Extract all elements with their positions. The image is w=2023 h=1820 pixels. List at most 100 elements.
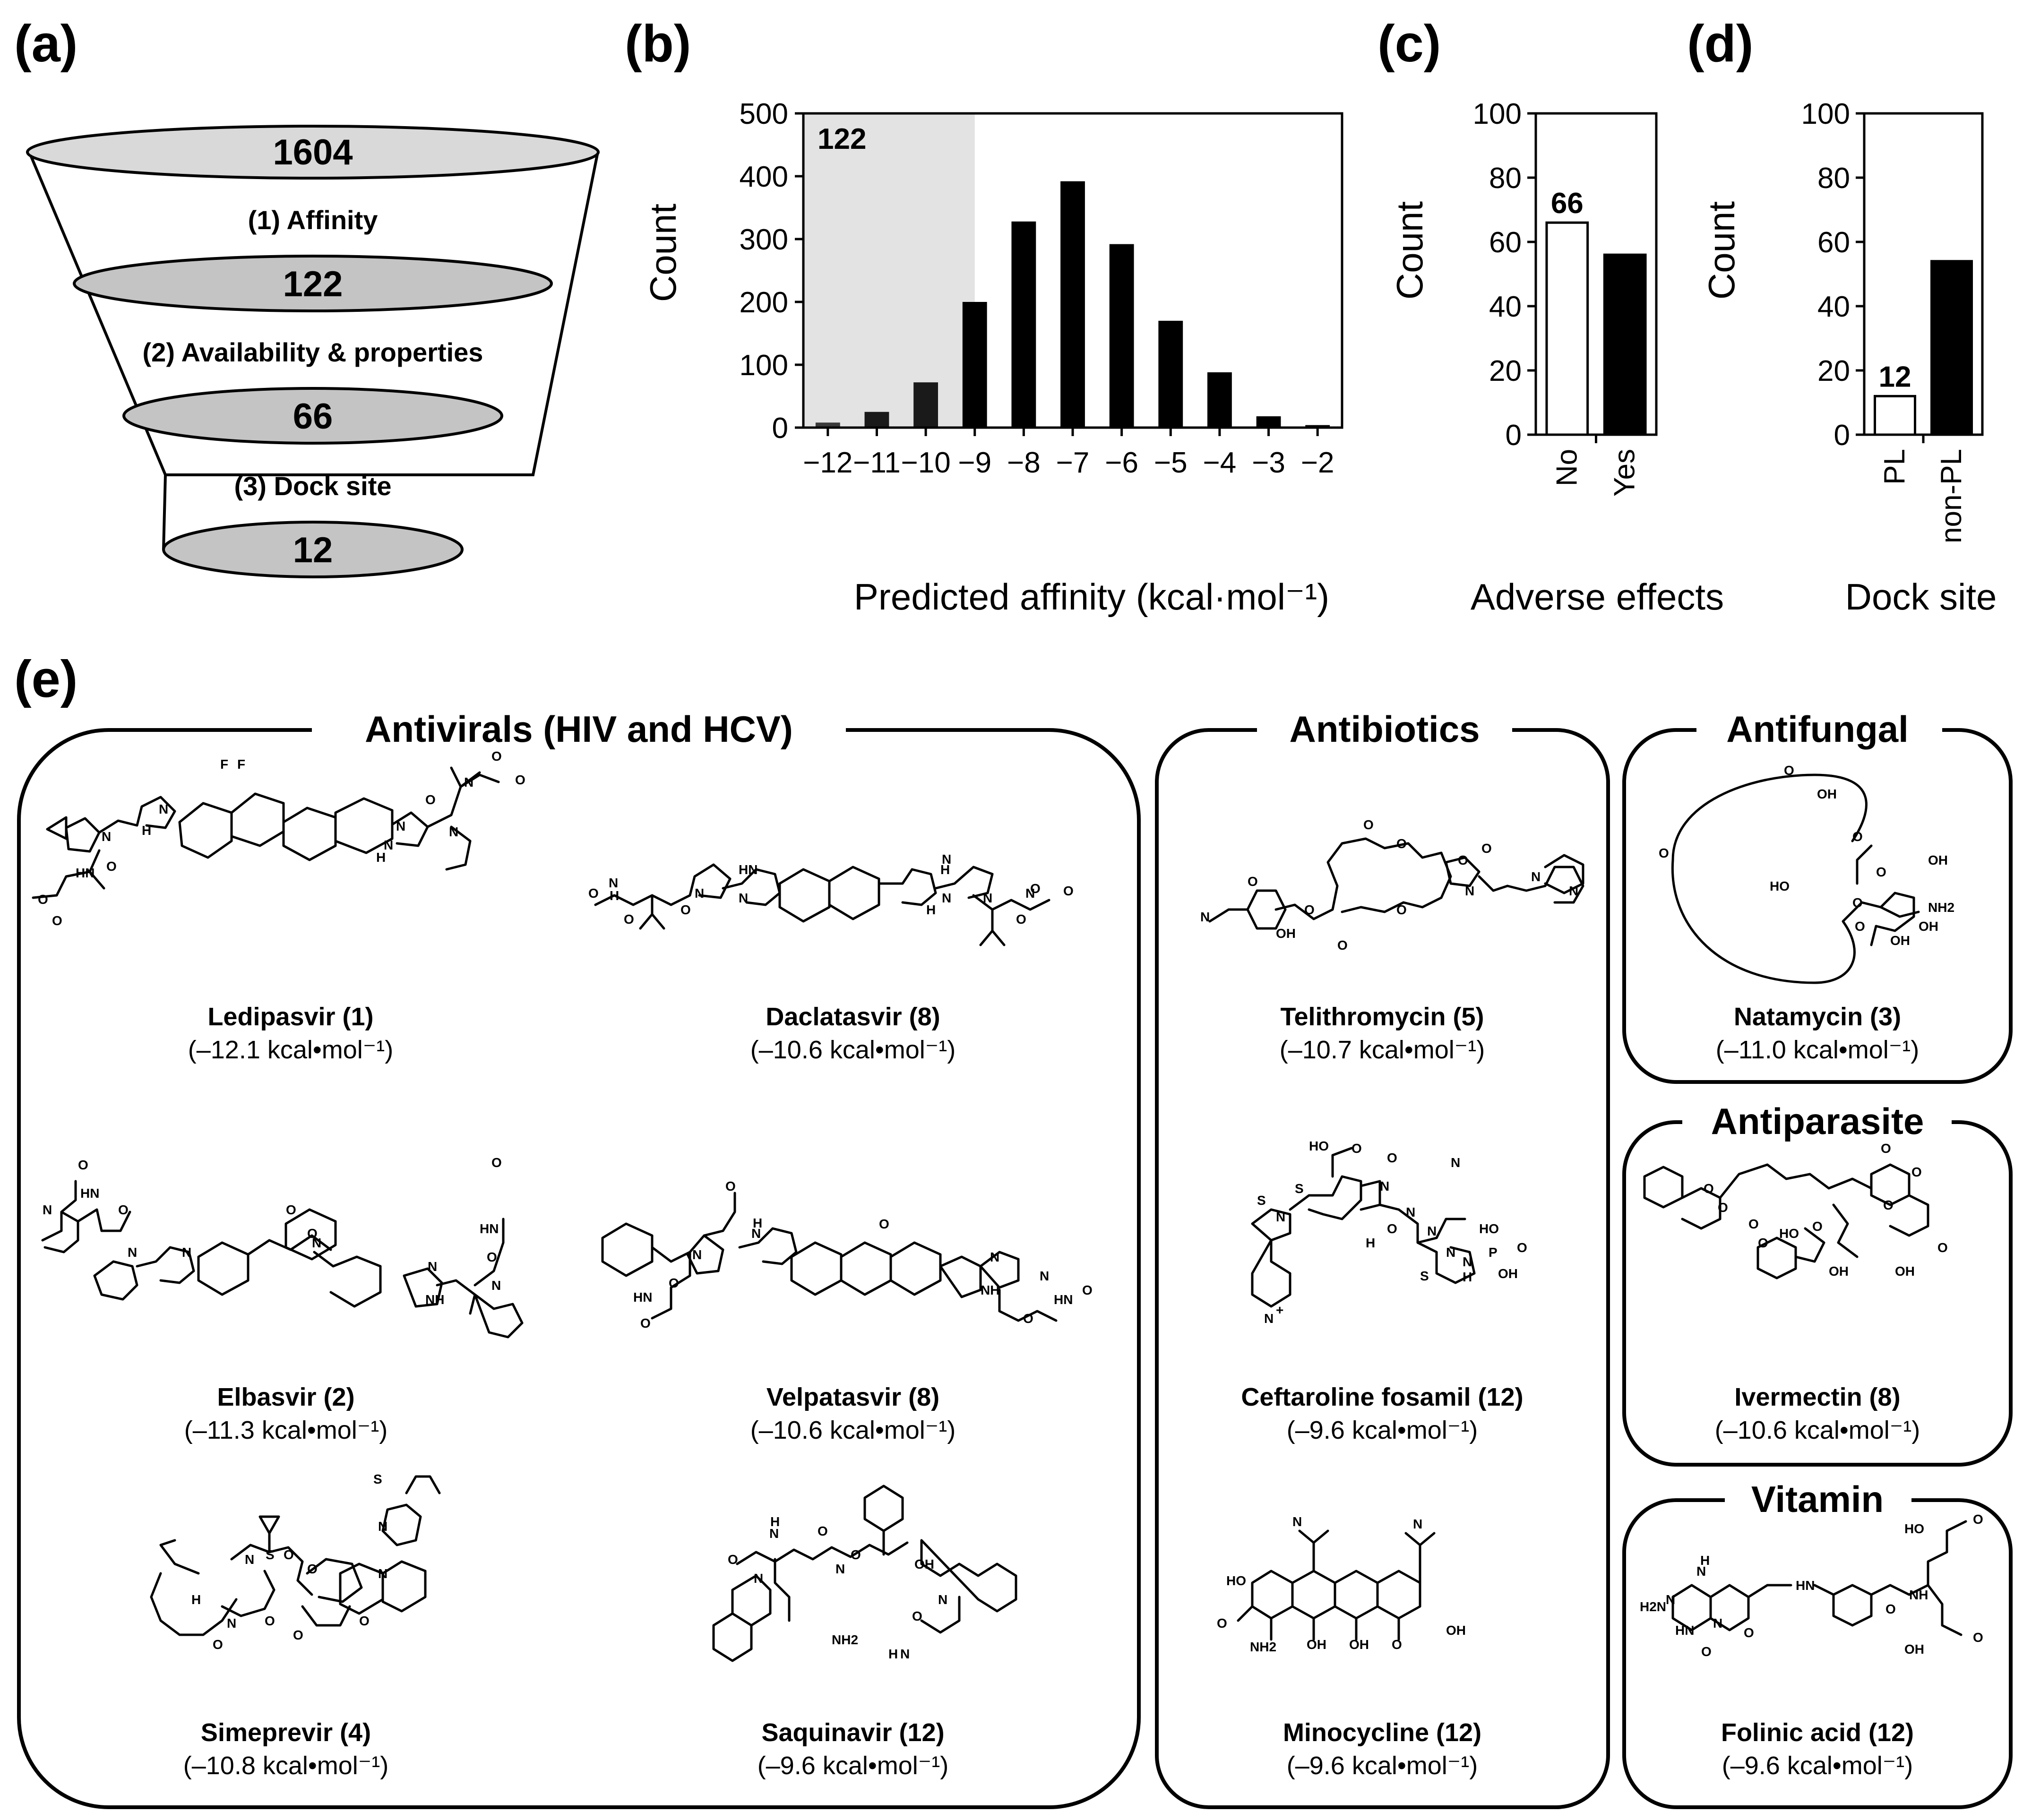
svg-text:NH2: NH2 (1250, 1640, 1276, 1654)
svg-text:O: O (1387, 1221, 1397, 1236)
highlight-region (803, 113, 975, 428)
y-tick-label-0: 0 (772, 412, 788, 445)
svg-text:O: O (487, 1250, 497, 1264)
svg-text:HN: HN (1675, 1623, 1694, 1638)
svg-text:N: N (227, 1616, 236, 1631)
y-tick-label-3: 60 (1489, 226, 1522, 259)
y-tick-label-4: 80 (1489, 162, 1522, 195)
svg-text:NH2: NH2 (1928, 900, 1954, 915)
bar-pl (1874, 395, 1916, 436)
svg-text:HN: HN (739, 862, 758, 877)
svg-text:O: O (1744, 1625, 1754, 1640)
svg-text:O: O (1704, 1181, 1714, 1196)
svg-text:O: O (640, 1316, 651, 1331)
svg-text:O: O (912, 1609, 922, 1623)
x-tick-label-1: non-PL (1935, 449, 1968, 543)
svg-text:O: O (284, 1547, 294, 1562)
drug-affinity-elbasvir: (–11.3 kcal•mol⁻¹) (184, 1416, 388, 1444)
svg-text:O: O (118, 1202, 129, 1217)
y-axis-label: Count (1389, 201, 1430, 300)
y-tick-label-0: 0 (1834, 419, 1850, 452)
y-tick-label-5: 500 (740, 98, 788, 130)
svg-text:HN: HN (1796, 1578, 1815, 1593)
svg-text:O: O (728, 1552, 738, 1567)
svg-text:F: F (237, 757, 245, 772)
svg-text:N: N (1696, 1564, 1706, 1579)
svg-text:O: O (78, 1158, 88, 1172)
svg-text:O: O (515, 773, 525, 787)
x-axis-label: Dock site (1845, 576, 1997, 618)
svg-text:HO: HO (1309, 1139, 1329, 1153)
y-axis-label: Count (642, 204, 684, 302)
svg-text:O: O (1852, 895, 1863, 910)
svg-text:N: N (396, 819, 405, 833)
svg-text:N: N (449, 824, 458, 839)
data-label: 66 (1551, 187, 1584, 220)
svg-text:H: H (1463, 1270, 1472, 1284)
svg-text:O: O (1937, 1240, 1948, 1255)
svg-text:N: N (182, 1245, 191, 1260)
svg-text:O: O (1481, 841, 1492, 856)
svg-text:N: N (1465, 884, 1474, 898)
svg-text:O: O (1718, 1200, 1728, 1215)
group-title-antibiotics: Antibiotics (1290, 708, 1480, 750)
bar-6 (1109, 244, 1134, 428)
svg-text:N: N (938, 1592, 947, 1607)
svg-text:N: N (692, 1247, 702, 1262)
group-box-antibiotics (1155, 728, 1610, 1809)
funnel-step-3: (3) Dock site (234, 471, 392, 501)
svg-text:N: N (983, 891, 992, 905)
svg-text:O: O (1881, 1141, 1891, 1156)
svg-text:O: O (1352, 1141, 1362, 1156)
panel-d: (d) 0 20 40 60 80 100 PL non-PL 12 Dock site Count (1687, 15, 1997, 618)
panel-e: (e) Antivirals (HIV and HCV) Antibiotics… (14, 650, 2013, 1809)
svg-text:O: O (818, 1524, 828, 1538)
svg-text:O: O (38, 892, 48, 907)
svg-text:S: S (266, 1547, 275, 1562)
svg-text:O: O (1852, 829, 1863, 844)
svg-text:H: H (926, 902, 936, 917)
funnel-level-1 (26, 125, 600, 180)
svg-text:N: N (1025, 886, 1035, 901)
svg-text:N: N (695, 886, 704, 901)
svg-text:HN: HN (1054, 1292, 1073, 1307)
svg-text:N: N (159, 802, 168, 816)
x-tick-label-4: −8 (1007, 446, 1041, 479)
svg-text:O: O (1337, 938, 1348, 953)
group-box-antivirals (17, 728, 1141, 1809)
group-title-antiparasite: Antiparasite (1711, 1100, 1924, 1142)
drug-name-ledipasvir: Ledipasvir (1) (207, 1003, 373, 1031)
drug-name-daclatasvir: Daclatasvir (8) (766, 1003, 940, 1031)
drug-affinity-minocycline: (–9.6 kcal•mol⁻¹) (1287, 1751, 1478, 1780)
structure-ledipasvir: F F N H N N H N HN O O O N O N O O (32, 749, 525, 928)
y-tick-label-4: 400 (740, 161, 788, 193)
group-title-antifungal: Antifungal (1726, 708, 1909, 750)
svg-text:O: O (1855, 919, 1865, 934)
structure-telithromycin: O O O O N N N N O O OH O O (1200, 817, 1584, 953)
bar-2 (913, 382, 938, 428)
svg-text:O: O (106, 859, 117, 874)
svg-text:H: H (610, 888, 619, 903)
svg-text:N: N (1380, 1179, 1389, 1193)
svg-text:O: O (1973, 1512, 1983, 1527)
x-tick-label-0: PL (1878, 449, 1911, 485)
drug-affinity-telithromycin: (–10.7 kcal•mol⁻¹) (1280, 1036, 1485, 1064)
svg-text:O: O (669, 1276, 679, 1290)
svg-text:S: S (1257, 1193, 1266, 1208)
y-tick-label-2: 40 (1817, 291, 1850, 323)
x-tick-label-3: −9 (958, 446, 991, 479)
structure-saquinavir: O H N N O N OH NH2 O N O H N (712, 1485, 1017, 1662)
svg-text:OH: OH (1928, 853, 1948, 867)
svg-text:NH: NH (981, 1283, 999, 1297)
svg-text:N: N (754, 1571, 763, 1586)
drug-name-saquinavir: Saquinavir (12) (761, 1718, 944, 1747)
svg-text:O: O (1812, 1219, 1823, 1234)
svg-text:N: N (1713, 1616, 1722, 1631)
funnel-count-3: 66 (293, 396, 333, 437)
drug-name-ivermectin: Ivermectin (8) (1734, 1383, 1900, 1411)
svg-text:H: H (940, 862, 950, 877)
y-tick-label-2: 200 (740, 286, 788, 319)
bar-1 (864, 412, 889, 428)
svg-text:N: N (428, 1259, 437, 1274)
svg-text:NH2: NH2 (832, 1632, 858, 1647)
